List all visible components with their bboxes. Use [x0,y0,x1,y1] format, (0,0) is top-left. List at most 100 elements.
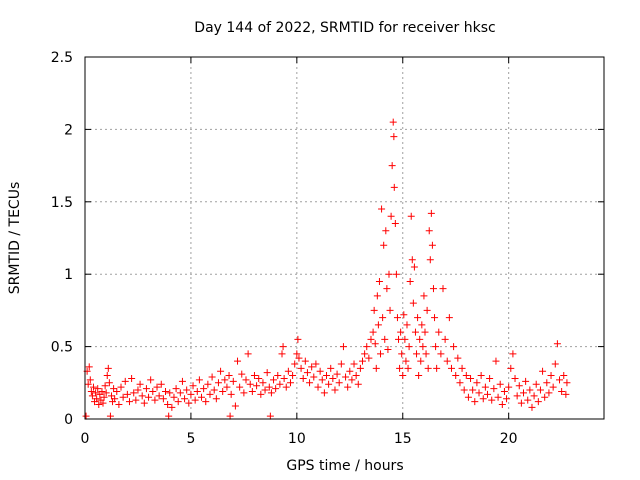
data-point [464,393,472,401]
data-point [106,412,114,420]
data-point [344,383,352,391]
data-point [439,285,447,293]
data-point [337,360,345,368]
data-point [477,372,485,380]
data-point [297,364,305,372]
plot-frame [84,56,605,420]
data-point [398,350,406,358]
data-point [113,387,121,395]
data-point [460,386,468,394]
data-point [408,256,416,264]
data-point [248,387,256,395]
data-point [553,340,561,348]
data-point [312,360,320,368]
data-point [265,383,273,391]
data-point [270,376,278,384]
data-point [236,383,244,391]
data-point [490,385,498,393]
data-point [299,374,307,382]
data-point [339,343,347,351]
data-point [140,399,148,407]
data-point [107,392,115,400]
data-point [396,364,404,372]
data-point [424,364,432,372]
data-point [422,350,430,358]
data-point [204,380,212,388]
data-point [503,395,511,403]
data-point [263,369,271,377]
data-point [437,350,445,358]
data-point [435,328,443,336]
data-point [250,372,258,380]
data-point [450,343,458,351]
data-point [155,392,163,400]
data-point [331,386,339,394]
data-point [475,389,483,397]
x-tick-label: 20 [500,431,518,447]
data-point [511,374,519,382]
data-point [526,386,534,394]
data-point [291,360,299,368]
data-point [165,412,173,420]
data-point [560,372,568,380]
data-point [255,374,263,382]
data-point [401,335,409,343]
data-point [234,357,242,365]
data-point [410,263,418,271]
data-point [174,398,182,406]
data-point [386,306,394,314]
data-point [395,335,403,343]
data-point [423,306,431,314]
data-point [149,387,157,395]
data-point [105,379,113,387]
data-point [413,350,421,358]
data-point [530,392,538,400]
data-point [378,205,386,213]
data-point [406,277,414,285]
data-point [416,335,424,343]
data-point [164,401,172,409]
data-point [284,367,292,375]
data-point [206,390,214,398]
data-point [452,372,460,380]
data-point [181,395,189,403]
data-point [259,379,267,387]
data-point [409,299,417,307]
data-point [373,292,381,300]
data-point [380,241,388,249]
data-point [392,270,400,278]
data-point [467,374,475,382]
data-point [399,372,407,380]
data-point [266,412,274,420]
data-point [488,396,496,404]
data-point [99,399,107,407]
data-point [350,360,358,368]
data-point [551,360,559,368]
data-point [522,377,530,385]
data-point [534,398,542,406]
data-point [289,372,297,380]
data-point [130,389,138,397]
data-point [547,372,555,380]
data-point [543,379,551,387]
data-point [89,383,97,391]
data-point [100,393,108,401]
data-points [82,118,571,420]
data-point [454,354,462,362]
data-point [157,380,165,388]
data-point [229,377,237,385]
data-point [443,357,451,365]
data-point [257,390,265,398]
data-point [391,220,399,228]
data-point [95,401,103,409]
data-point [219,387,227,395]
data-point [153,383,161,391]
data-point [458,364,466,372]
data-point [272,385,280,393]
data-point [121,377,129,385]
data-point [505,383,513,391]
data-point [212,395,220,403]
data-point [295,354,303,362]
data-point [238,370,246,378]
